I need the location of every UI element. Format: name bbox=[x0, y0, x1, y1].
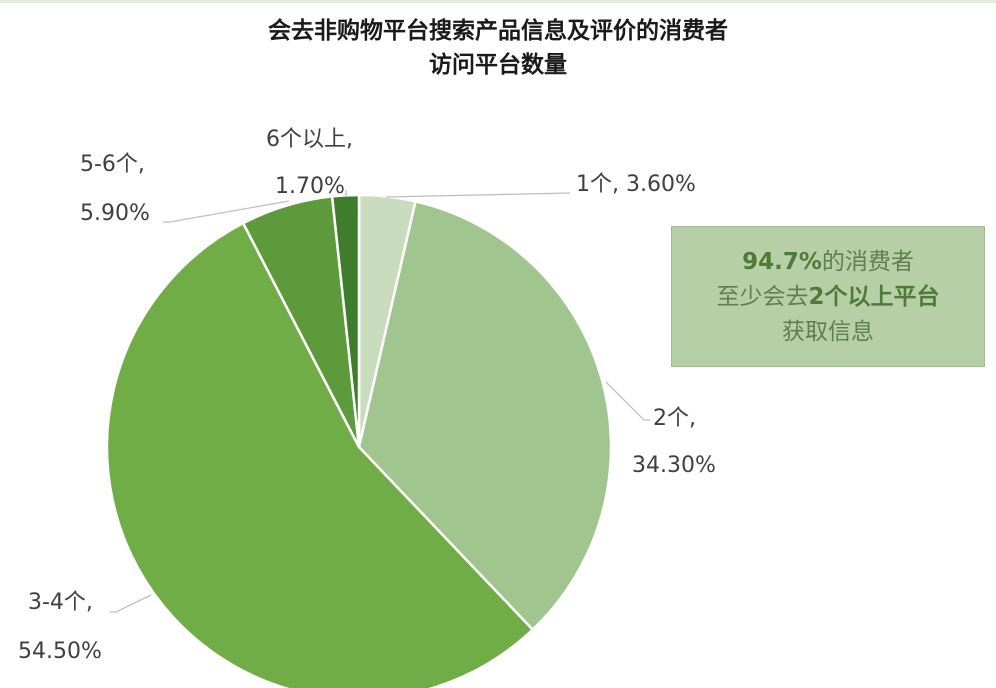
data-label-1: 1个, 3.60% bbox=[576, 172, 696, 197]
top-rule bbox=[0, 0, 996, 3]
callout-row-1: 94.7%的消费者 bbox=[672, 245, 984, 280]
data-label-5-name: 6个以上, bbox=[266, 127, 353, 152]
data-label-3-name: 3-4个, bbox=[28, 590, 93, 615]
data-label-4-value: 5.90% bbox=[80, 201, 150, 226]
pie-slices bbox=[105, 193, 613, 688]
leader-line-3 bbox=[110, 594, 152, 613]
data-label-2-value: 34.30% bbox=[632, 453, 716, 478]
data-label-5-value: 1.70% bbox=[275, 174, 345, 199]
callout-highlight-percent: 94.7% bbox=[742, 249, 822, 275]
pie-slice-2 bbox=[357, 200, 613, 631]
callout-text-3: 获取信息 bbox=[782, 319, 874, 345]
data-label-3-value: 54.50% bbox=[18, 639, 102, 664]
callout-text-1: 的消费者 bbox=[821, 249, 914, 275]
callout-row-2: 至少会去2个以上平台 bbox=[672, 280, 984, 315]
chart-title-line-1: 会去非购物平台搜索产品信息及评价的消费者 bbox=[268, 18, 728, 44]
data-label-4-name: 5-6个, bbox=[80, 152, 145, 177]
callout-box: 94.7%的消费者 至少会去2个以上平台 获取信息 bbox=[671, 226, 985, 367]
leader-lines bbox=[110, 190, 650, 613]
callout-text-2: 至少会去 bbox=[716, 284, 809, 310]
chart-title-line-2: 访问平台数量 bbox=[429, 52, 567, 78]
leader-line-2 bbox=[605, 381, 650, 421]
chart-title: 会去非购物平台搜索产品信息及评价的消费者 访问平台数量 bbox=[0, 14, 996, 82]
callout-highlight-platforms: 2个以上平台 bbox=[808, 284, 940, 310]
callout-row-3: 获取信息 bbox=[672, 315, 984, 350]
leader-line-4 bbox=[163, 200, 290, 223]
pie-slice-3 bbox=[105, 221, 534, 688]
leader-line-1 bbox=[385, 192, 571, 198]
data-label-2-name: 2个, bbox=[653, 406, 696, 431]
